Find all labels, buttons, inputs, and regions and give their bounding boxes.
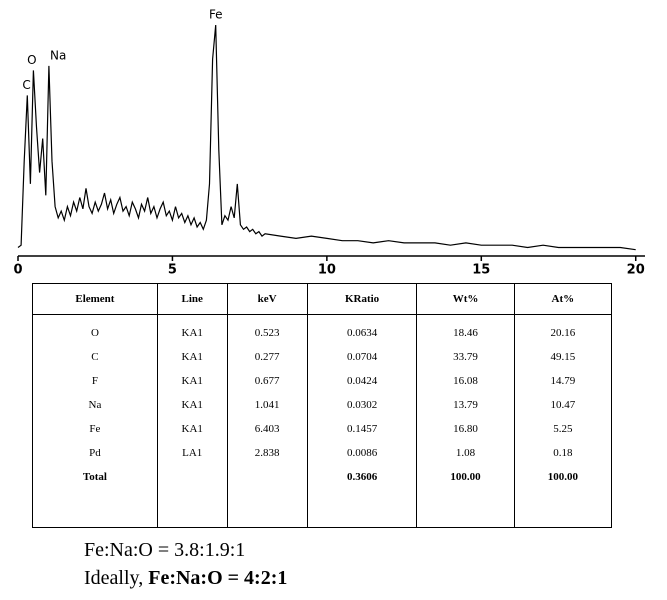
table-cell: 0.677 [226,369,308,393]
table-cell: KA1 [156,393,228,417]
table-cell: 2.838 [226,441,308,465]
header-cell: At% [513,283,612,315]
table-cell: KA1 [156,417,228,441]
ratio: Fe:Na:O = 3.8:1.9:1 [84,539,246,561]
spacer [32,489,158,528]
table-cell: Pd [32,441,158,465]
table-cell: 16.08 [416,369,515,393]
table-cell: 1.08 [416,441,515,465]
table-cell: C [32,345,158,369]
spacer-row [32,314,612,321]
table-cell: KA1 [156,345,228,369]
spacer [156,314,228,321]
table-cell: Fe [32,417,158,441]
x-tick-label: 10 [318,263,336,278]
table-cell: 0.18 [513,441,612,465]
x-tick-label: 0 [13,263,22,278]
header-cell: Element [32,283,158,315]
notes: Fe:Na:O = 3.8:1.9:1 Ideally, Fe:Na:O = 4:… [84,536,287,592]
table-row: Total 0.3606 100.00 100.00 [32,465,612,489]
table-cell: 33.79 [416,345,515,369]
header-cell: Wt% [416,283,515,315]
table-cell: F [32,369,158,393]
table-cell: Na [32,393,158,417]
x-tick-label: 15 [472,263,490,278]
x-tick-label: 5 [168,263,177,278]
spacer [513,314,612,321]
table-row: Fe KA1 6.403 0.1457 16.80 5.25 [32,417,612,441]
table-row: C KA1 0.277 0.0704 33.79 49.15 [32,345,612,369]
spacer [416,489,515,528]
table-cell: KA1 [156,369,228,393]
table-cell: 10.47 [513,393,612,417]
table-cell: 5.25 [513,417,612,441]
table-cell: 0.3606 [306,465,417,489]
peak-label: Na [50,48,66,62]
spacer-row [32,489,612,528]
table-cell [156,465,228,489]
ideal-line: Ideally, Fe:Na:O = 4:2:1 [84,564,287,592]
x-tick-label: 20 [627,263,645,278]
spacer [513,489,612,528]
table-row: Pd LA1 2.838 0.0086 1.08 0.18 [32,441,612,465]
table-cell: 1.041 [226,393,308,417]
table-cell: 0.1457 [306,417,417,441]
table-cell: 0.0302 [306,393,417,417]
spacer [32,314,158,321]
table-cell: 20.16 [513,321,612,345]
spacer [226,314,308,321]
table-cell: 6.403 [226,417,308,441]
ideal: Fe:Na:O = 4:2:1 [148,567,288,589]
table-cell: KA1 [156,321,228,345]
table-cell: LA1 [156,441,228,465]
results-table: Element Line keV KRatio Wt% At% O KA1 0.523 0.063… [32,283,612,528]
peak-label: C [22,78,30,92]
peak-label: Fe [209,8,223,22]
table-cell: 0.523 [226,321,308,345]
table-row: O KA1 0.523 0.0634 18.46 20.16 [32,321,612,345]
header-cell: KRatio [306,283,417,315]
table-cell: 49.15 [513,345,612,369]
table-cell: 0.0704 [306,345,417,369]
table-cell: Total [32,465,158,489]
table-cell: 0.0634 [306,321,417,345]
table-row: Na KA1 1.041 0.0302 13.79 10.47 [32,393,612,417]
table-cell: 16.80 [416,417,515,441]
header-cell: Line [156,283,228,315]
spacer [416,314,515,321]
table-cell [226,465,308,489]
table-cell: 0.0424 [306,369,417,393]
spacer [306,314,417,321]
ideal-prefix: Ideally, [84,567,144,589]
table-cell: O [32,321,158,345]
table-cell: 0.0086 [306,441,417,465]
table-cell: 18.46 [416,321,515,345]
header-cell: keV [226,283,308,315]
table-cell: 100.00 [416,465,515,489]
table-cell: 100.00 [513,465,612,489]
table-row: F KA1 0.677 0.0424 16.08 14.79 [32,369,612,393]
spacer [226,489,308,528]
spacer [306,489,417,528]
table-cell: 0.277 [226,345,308,369]
table-cell: 13.79 [416,393,515,417]
spectrum: 0 5 10 15 20 CO Na Fe [13,8,645,278]
peak-label: O [27,53,36,67]
spectrum-line [17,24,636,251]
spacer [156,489,228,528]
table-cell: 14.79 [513,369,612,393]
